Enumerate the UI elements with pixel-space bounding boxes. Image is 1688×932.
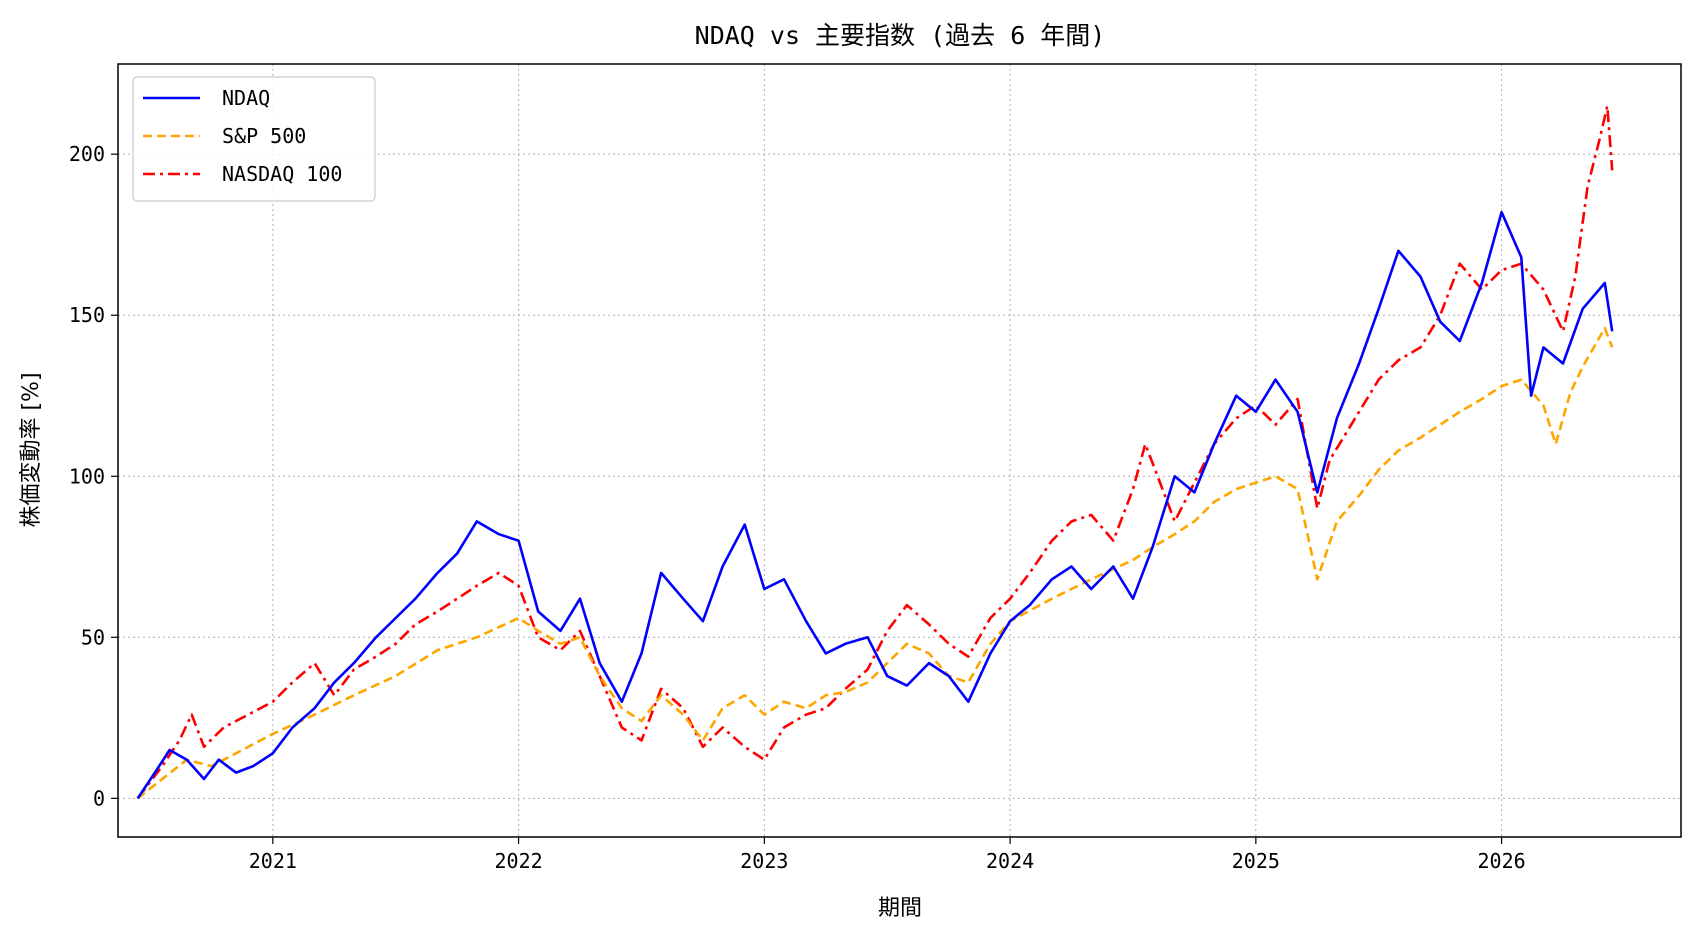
y-axis-ticks: 0 50 100 150 200 bbox=[69, 142, 118, 810]
legend-label-nasdaq-100: NASDAQ 100 bbox=[222, 162, 342, 186]
series-line-ndaq bbox=[136, 210, 1614, 800]
x-tick-label: 2023 bbox=[740, 849, 788, 873]
y-tick-label: 150 bbox=[69, 303, 105, 327]
x-tick-label: 2021 bbox=[249, 849, 297, 873]
x-tick-label: 2024 bbox=[986, 849, 1034, 873]
legend-label-ndaq: NDAQ bbox=[222, 86, 270, 110]
legend-box bbox=[132, 76, 376, 202]
x-tick-label: 2026 bbox=[1478, 849, 1526, 873]
plot-area-frame bbox=[117, 63, 1682, 838]
y-axis-label: 株価変動率 [%] bbox=[19, 372, 44, 527]
y-tick-label: 50 bbox=[81, 625, 105, 649]
chart-title: NDAQ vs 主要指数 (過去 6 年間) bbox=[695, 21, 1106, 50]
x-tick-label: 2022 bbox=[494, 849, 542, 873]
series-line-nasdaq-100 bbox=[136, 104, 1614, 800]
legend-label-s-p-500: S&P 500 bbox=[222, 124, 306, 148]
y-tick-label: 0 bbox=[93, 786, 105, 810]
series-line-s-p-500 bbox=[136, 326, 1614, 800]
plot-series bbox=[136, 104, 1614, 800]
x-axis-label: 期間 bbox=[878, 896, 922, 921]
y-tick-label: 100 bbox=[69, 464, 105, 488]
x-axis-ticks: 2021 2022 2023 2024 2025 2026 bbox=[249, 837, 1526, 873]
legend: NDAQ S&P 500 NASDAQ 100 bbox=[132, 76, 376, 202]
x-tick-label: 2025 bbox=[1232, 849, 1280, 873]
grid bbox=[118, 64, 1681, 837]
y-tick-label: 200 bbox=[69, 142, 105, 166]
